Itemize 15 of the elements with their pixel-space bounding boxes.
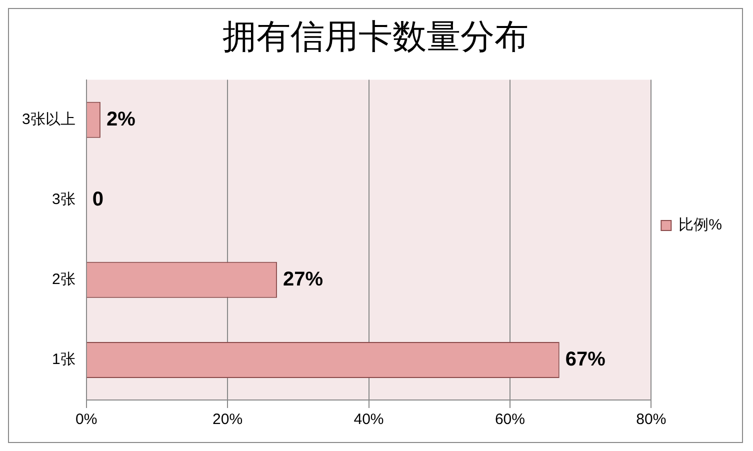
data-label: 67% (565, 348, 606, 370)
x-tick-label: 0% (76, 411, 98, 428)
y-tick-label: 3张以上 (22, 110, 76, 128)
x-tick-label: 80% (636, 411, 666, 428)
data-label: 0 (92, 188, 104, 210)
y-tick-label: 1张 (52, 351, 76, 368)
chart-title: 拥有信用卡数量分布 (222, 17, 528, 58)
x-tick-label: 40% (354, 411, 384, 428)
y-tick-label: 3张 (52, 191, 76, 208)
legend-label: 比例% (678, 216, 722, 234)
data-label: 2% (106, 108, 136, 130)
data-label: 27% (282, 268, 324, 290)
x-tick-label: 20% (212, 411, 243, 428)
x-tick-label: 60% (494, 411, 525, 428)
y-tick-label: 2张 (52, 271, 76, 288)
